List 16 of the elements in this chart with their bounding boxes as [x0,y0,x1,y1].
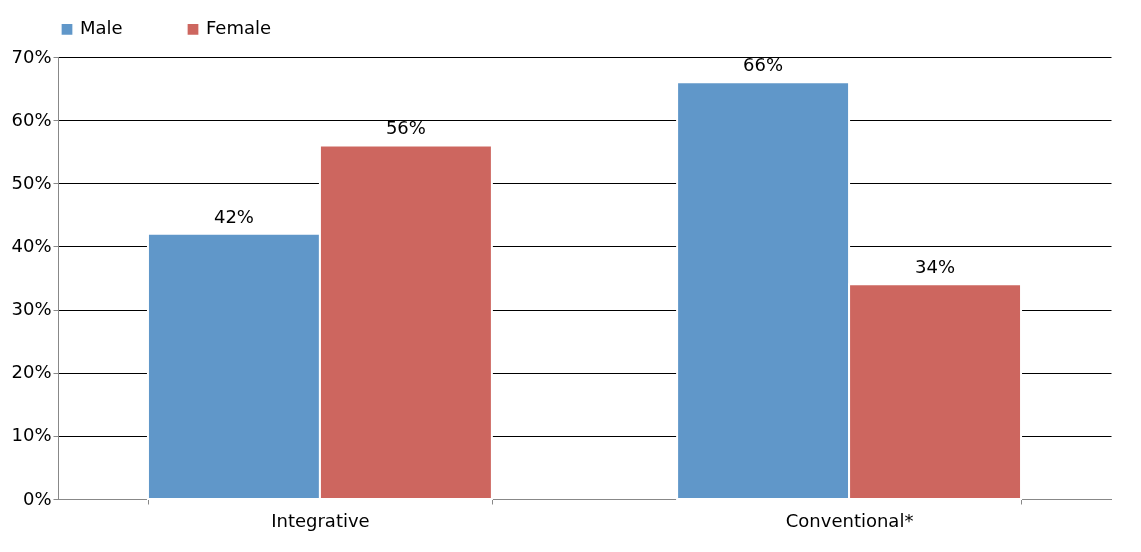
data-label: 34% [915,256,956,278]
y-tick-label: 40% [11,234,52,256]
y-tick-label: 50% [11,171,52,193]
legend-label: Female [206,17,272,39]
data-label: 42% [213,205,254,227]
y-tick-label: 70% [11,45,52,67]
legend-label: Male [80,17,123,39]
y-tick-label: 30% [11,298,52,320]
x-tick-label: Integrative [271,509,370,531]
data-label: 66% [743,54,784,76]
y-tick-label: 0% [22,487,52,509]
y-tick-label: 10% [11,424,52,446]
data-label: 56% [385,117,426,139]
y-tick-label: 20% [11,361,52,383]
y-tick-label: 60% [11,108,52,130]
x-tick-label: Conventional* [785,509,914,531]
